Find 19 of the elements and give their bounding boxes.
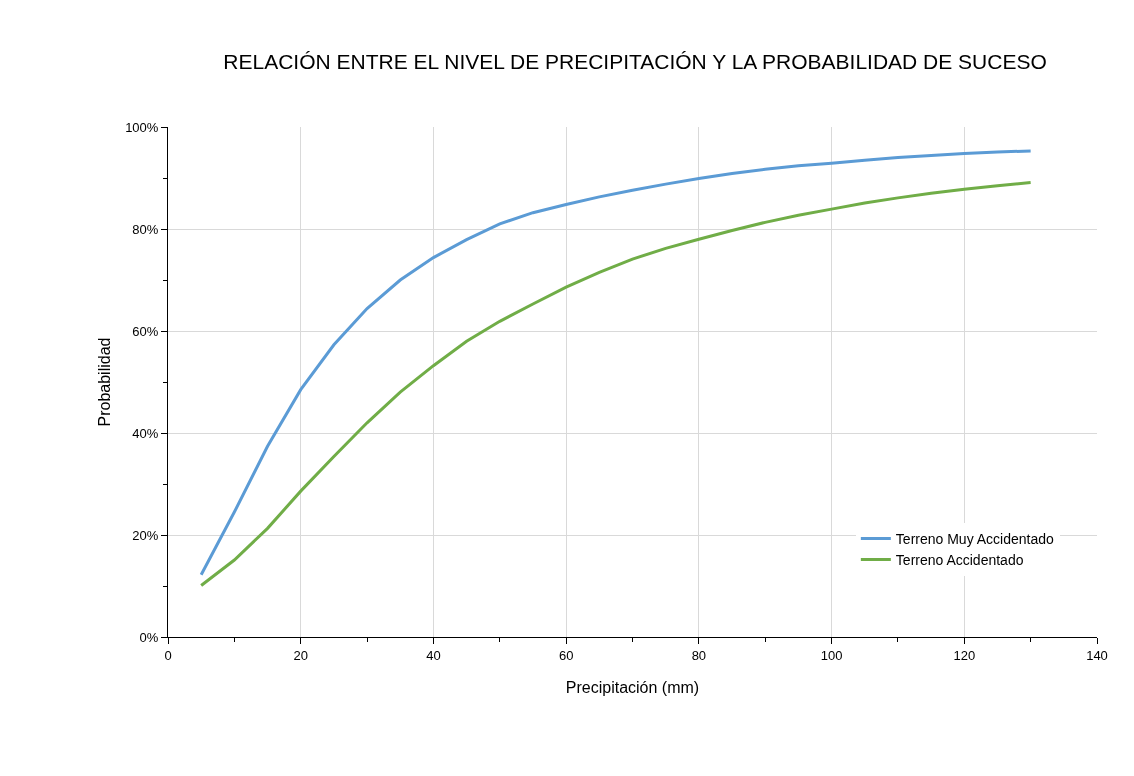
y-tick-label: 20% [132,527,159,543]
y-tick-label: 40% [132,425,159,441]
y-axis-title: Probabilidad [96,337,114,427]
x-tick-label: 100 [820,647,843,663]
legend-label: Terreno Muy Accidentado [895,530,1055,547]
y-tick-label: 60% [132,323,159,339]
x-tick-label: 80 [691,647,707,663]
x-tick-label: 60 [558,647,574,663]
x-axis-title: Precipitación (mm) [565,679,700,697]
chart-title: RELACIÓN ENTRE EL NIVEL DE PRECIPITACIÓN Y LA PROBABILIDAD DE SUCESO [223,50,1047,74]
x-tick-label: 20 [293,647,308,663]
x-tick-label: 40 [426,647,441,663]
y-tick-label: 0% [139,629,159,645]
legend-label: Terreno Accidentado [895,552,1024,569]
x-tick-label: 140 [1086,647,1108,663]
x-tick-label: 120 [953,647,976,663]
y-tick-label: 100% [125,119,159,135]
x-tick-label: 0 [164,647,172,663]
y-tick-label: 80% [132,221,159,237]
